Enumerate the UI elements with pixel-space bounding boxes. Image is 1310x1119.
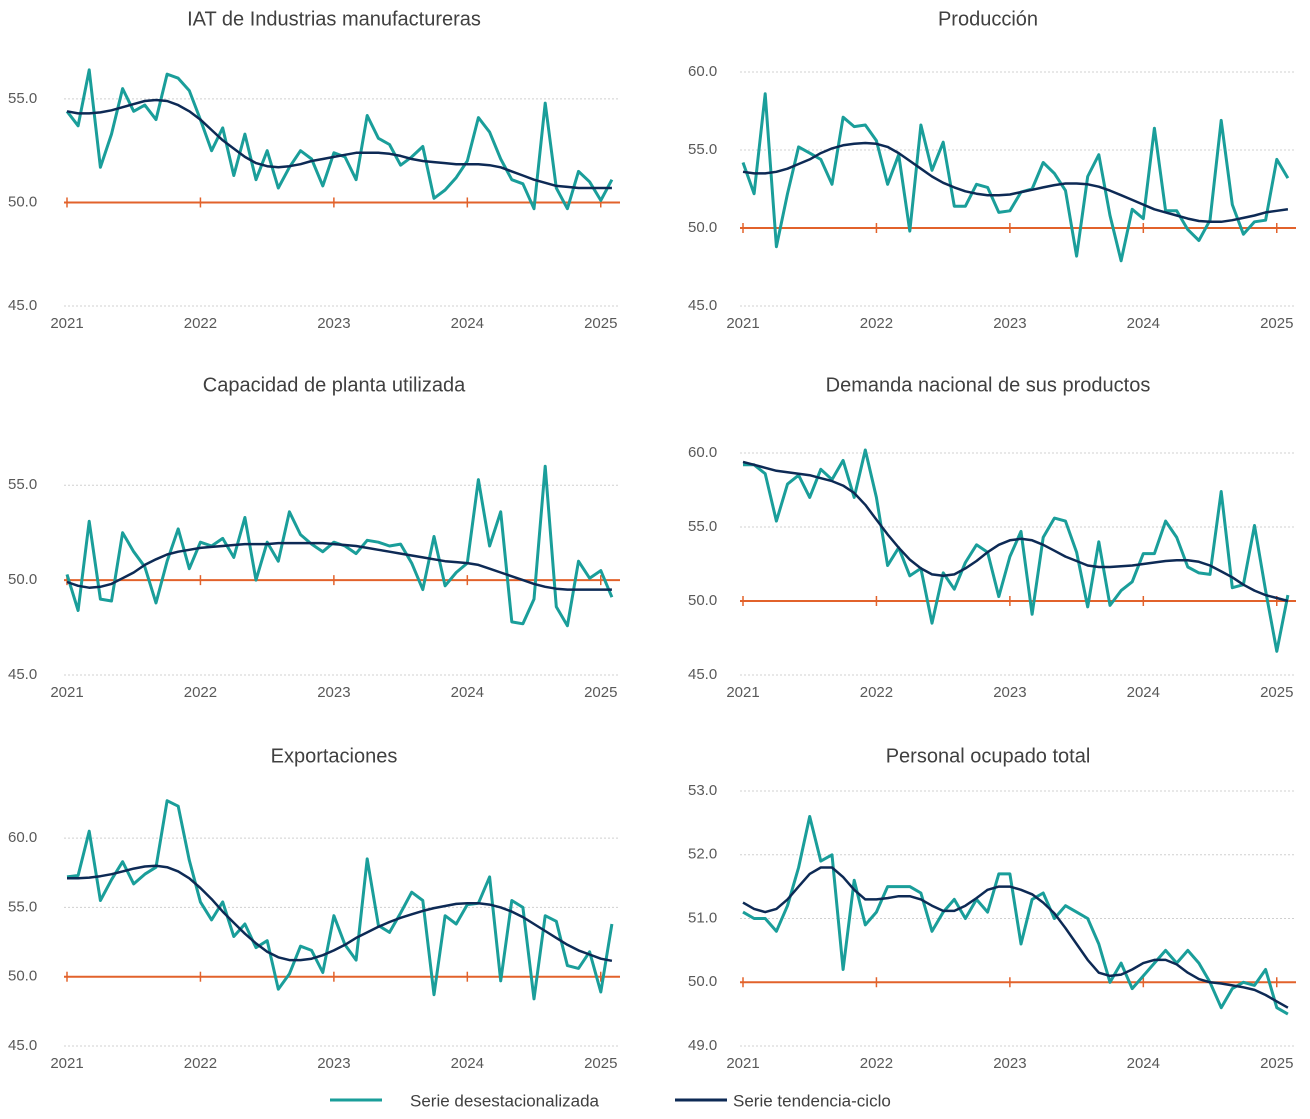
y-tick-label: 45.0 [8, 1037, 37, 1054]
y-tick-label: 52.0 [688, 846, 717, 863]
y-tick-label: 45.0 [688, 666, 717, 683]
x-tick-label: 2024 [451, 1055, 484, 1072]
y-tick-label: 50.0 [8, 193, 37, 210]
x-tick-label: 2021 [726, 684, 759, 701]
y-tick-label: 55.0 [8, 90, 37, 107]
x-tick-label: 2023 [993, 315, 1026, 332]
series-line [65, 464, 614, 628]
x-tick-label: 2024 [451, 315, 484, 332]
x-tick-label: 2025 [1260, 315, 1293, 332]
y-tick-label: 55.0 [688, 518, 717, 535]
y-tick-label: 55.0 [8, 898, 37, 915]
chart-title: Producción [938, 8, 1038, 30]
y-tick-label: 51.0 [688, 909, 717, 926]
y-tick-label: 50.0 [688, 219, 717, 236]
series-line [742, 460, 1289, 603]
x-tick-label: 2022 [860, 684, 893, 701]
legend-label: Serie tendencia-ciclo [733, 1091, 891, 1110]
y-tick-label: 55.0 [688, 141, 717, 158]
chart-title: Exportaciones [271, 745, 398, 767]
x-tick-label: 2022 [860, 315, 893, 332]
chart-title: Personal ocupado total [886, 745, 1091, 767]
chart-title: Demanda nacional de sus productos [826, 374, 1151, 396]
y-tick-label: 45.0 [688, 297, 717, 314]
series-line [65, 68, 614, 211]
series-line [742, 866, 1289, 1009]
x-tick-label: 2021 [726, 1055, 759, 1072]
legend-label: Serie desestacionalizada [410, 1091, 600, 1110]
x-tick-label: 2025 [1260, 1055, 1293, 1072]
x-tick-label: 2023 [317, 1055, 350, 1072]
x-tick-label: 2021 [726, 315, 759, 332]
y-tick-label: 53.0 [688, 782, 717, 799]
y-tick-label: 50.0 [688, 973, 717, 990]
series-line [66, 98, 612, 190]
x-tick-label: 2023 [993, 684, 1026, 701]
x-tick-label: 2022 [860, 1055, 893, 1072]
x-tick-label: 2023 [993, 1055, 1026, 1072]
x-tick-label: 2024 [1127, 684, 1160, 701]
series-line [742, 815, 1289, 1016]
x-tick-label: 2024 [1127, 315, 1160, 332]
x-tick-label: 2022 [184, 315, 217, 332]
y-tick-label: 50.0 [688, 592, 717, 609]
x-tick-label: 2021 [50, 1055, 83, 1072]
chart-title: Capacidad de planta utilizada [203, 374, 466, 396]
y-tick-label: 45.0 [8, 297, 37, 314]
y-tick-label: 49.0 [688, 1037, 717, 1054]
series-line [67, 864, 613, 963]
series-line [66, 541, 612, 591]
x-tick-label: 2025 [1260, 684, 1293, 701]
y-tick-label: 50.0 [8, 571, 37, 588]
y-tick-label: 50.0 [8, 968, 37, 985]
x-tick-label: 2024 [451, 684, 484, 701]
x-tick-label: 2022 [184, 684, 217, 701]
y-tick-label: 60.0 [688, 444, 717, 461]
y-tick-label: 45.0 [8, 666, 37, 683]
series-line [66, 799, 614, 1001]
x-tick-label: 2023 [317, 684, 350, 701]
x-tick-label: 2023 [317, 315, 350, 332]
series-line [743, 448, 1290, 653]
x-tick-label: 2021 [50, 684, 83, 701]
x-tick-label: 2025 [584, 315, 617, 332]
x-tick-label: 2024 [1127, 1055, 1160, 1072]
chart-title: IAT de Industrias manufactureras [187, 8, 481, 30]
series-line [741, 92, 1290, 263]
x-tick-label: 2022 [184, 1055, 217, 1072]
x-tick-label: 2021 [50, 315, 83, 332]
series-line [742, 141, 1289, 224]
y-tick-label: 60.0 [8, 829, 37, 846]
y-tick-label: 55.0 [8, 476, 37, 493]
x-tick-label: 2025 [584, 684, 617, 701]
x-tick-label: 2025 [584, 1055, 617, 1072]
y-tick-label: 60.0 [688, 63, 717, 80]
